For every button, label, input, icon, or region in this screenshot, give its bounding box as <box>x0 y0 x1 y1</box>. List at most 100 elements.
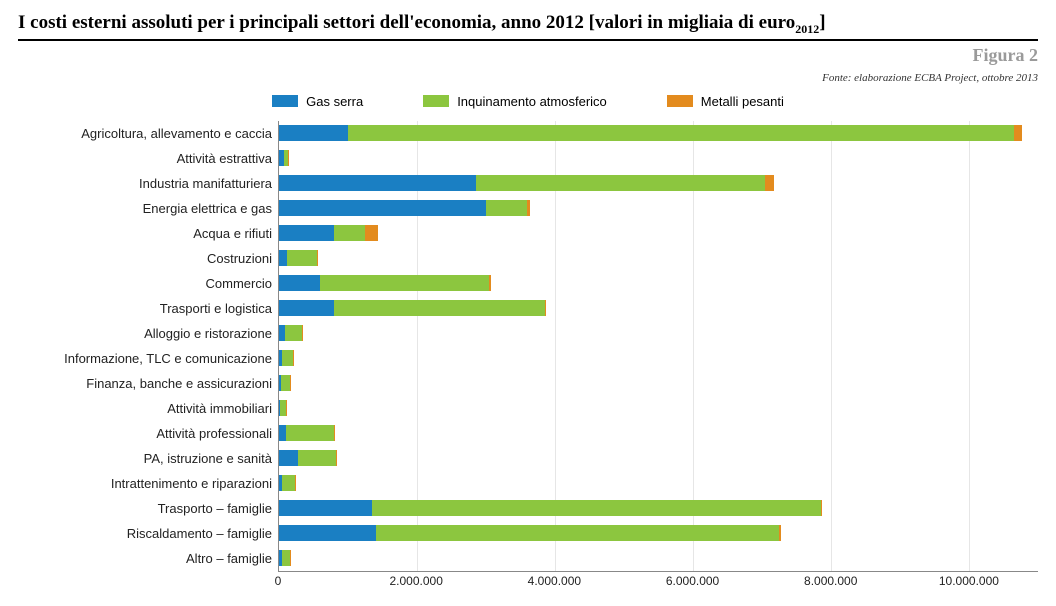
bar-row <box>279 121 1038 146</box>
bar-segment <box>286 425 334 441</box>
bar-segment <box>365 225 377 241</box>
x-axis: 0 2.000.000 4.000.000 6.000.000 8.000.000 10.… <box>278 574 1038 594</box>
x-tick-label: 0 <box>275 574 282 588</box>
bar-row <box>279 496 1038 521</box>
chart-title: I costi esterni assoluti per i principal… <box>18 12 826 33</box>
x-tick-label: 6.000.000 <box>666 574 719 588</box>
category-label: Acqua e rifiuti <box>18 221 278 246</box>
bar-segment <box>320 275 489 291</box>
category-label: Altro – famiglie <box>18 546 278 571</box>
bar-segment <box>279 200 486 216</box>
bar-row <box>279 446 1038 471</box>
bar-segment <box>279 275 320 291</box>
bar-segment <box>334 225 365 241</box>
legend-swatch <box>272 95 298 107</box>
bar-row <box>279 346 1038 371</box>
bar-segment <box>279 500 372 516</box>
category-label: Energia elettrica e gas <box>18 196 278 221</box>
bar-segment <box>376 525 780 541</box>
bar-segment <box>287 250 317 266</box>
title-close: ] <box>819 12 825 33</box>
bar-segment <box>282 550 290 566</box>
bar-row <box>279 396 1038 421</box>
bar-segment <box>334 300 544 316</box>
bar-segment <box>765 175 773 191</box>
category-label: Attività estrattiva <box>18 146 278 171</box>
legend-item: Inquinamento atmosferico <box>423 94 607 109</box>
bar-segment <box>279 175 476 191</box>
bar-segment <box>279 250 287 266</box>
bar-row <box>279 171 1038 196</box>
title-bar: I costi esterni assoluti per i principal… <box>18 12 1038 41</box>
bar-segment <box>489 275 490 291</box>
bar-row <box>279 421 1038 446</box>
bar-segment <box>1014 125 1022 141</box>
bar-segment <box>348 125 1014 141</box>
bar-row <box>279 296 1038 321</box>
bar-row <box>279 271 1038 296</box>
bar-segment <box>288 150 289 166</box>
bar-segment <box>372 500 821 516</box>
bar-row <box>279 471 1038 496</box>
category-label: Finanza, banche e assicurazioni <box>18 371 278 396</box>
title-text: I costi esterni assoluti per i principal… <box>18 12 795 33</box>
bar-segment <box>821 500 822 516</box>
legend-item: Gas serra <box>272 94 363 109</box>
legend-swatch <box>423 95 449 107</box>
bar-segment <box>298 450 336 466</box>
category-label: Intrattenimento e riparazioni <box>18 471 278 496</box>
category-label: PA, istruzione e sanità <box>18 446 278 471</box>
bar-segment <box>545 300 546 316</box>
bar-segment <box>334 425 335 441</box>
category-label: Agricoltura, allevamento e caccia <box>18 121 278 146</box>
category-label: Riscaldamento – famiglie <box>18 521 278 546</box>
x-tick-label: 10.000.000 <box>939 574 999 588</box>
x-tick-label: 8.000.000 <box>804 574 857 588</box>
y-axis-labels: Agricoltura, allevamento e cacciaAttivit… <box>18 121 278 572</box>
bar-segment <box>279 300 334 316</box>
bar-row <box>279 221 1038 246</box>
bar-segment <box>302 325 303 341</box>
legend-item: Metalli pesanti <box>667 94 784 109</box>
legend-label: Metalli pesanti <box>701 94 784 109</box>
plot-area <box>278 121 1038 572</box>
category-label: Commercio <box>18 271 278 296</box>
category-label: Informazione, TLC e comunicazione <box>18 346 278 371</box>
title-subscript: 2012 <box>795 22 819 36</box>
x-tick-label: 4.000.000 <box>528 574 581 588</box>
category-label: Alloggio e ristorazione <box>18 321 278 346</box>
bar-row <box>279 546 1038 571</box>
legend: Gas serra Inquinamento atmosferico Metalli… <box>18 94 1038 109</box>
bar-segment <box>282 350 294 366</box>
x-tick-label: 2.000.000 <box>389 574 442 588</box>
bar-segment <box>285 325 302 341</box>
legend-label: Inquinamento atmosferico <box>457 94 607 109</box>
bar-segment <box>279 450 298 466</box>
category-label: Trasporti e logistica <box>18 296 278 321</box>
bar-segment <box>779 525 781 541</box>
bar-segment <box>279 225 334 241</box>
category-label: Trasporto – famiglie <box>18 496 278 521</box>
category-label: Attività professionali <box>18 421 278 446</box>
bar-segment <box>336 450 337 466</box>
source-caption: Fonte: elaborazione ECBA Project, ottobr… <box>18 72 1038 84</box>
bar-segment <box>486 200 527 216</box>
bar-segment <box>527 200 530 216</box>
legend-swatch <box>667 95 693 107</box>
bar-segment <box>279 125 348 141</box>
bar-segment <box>281 375 290 391</box>
category-label: Costruzioni <box>18 246 278 271</box>
bar-row <box>279 371 1038 396</box>
bar-row <box>279 521 1038 546</box>
category-label: Attività immobiliari <box>18 396 278 421</box>
bar-row <box>279 321 1038 346</box>
category-label: Industria manifatturiera <box>18 171 278 196</box>
bar-segment <box>317 250 318 266</box>
chart: Agricoltura, allevamento e cacciaAttivit… <box>18 121 1038 594</box>
bar-segment <box>282 475 294 491</box>
bar-row <box>279 196 1038 221</box>
bar-segment <box>476 175 766 191</box>
bar-row <box>279 146 1038 171</box>
legend-label: Gas serra <box>306 94 363 109</box>
bar-segment <box>279 425 286 441</box>
